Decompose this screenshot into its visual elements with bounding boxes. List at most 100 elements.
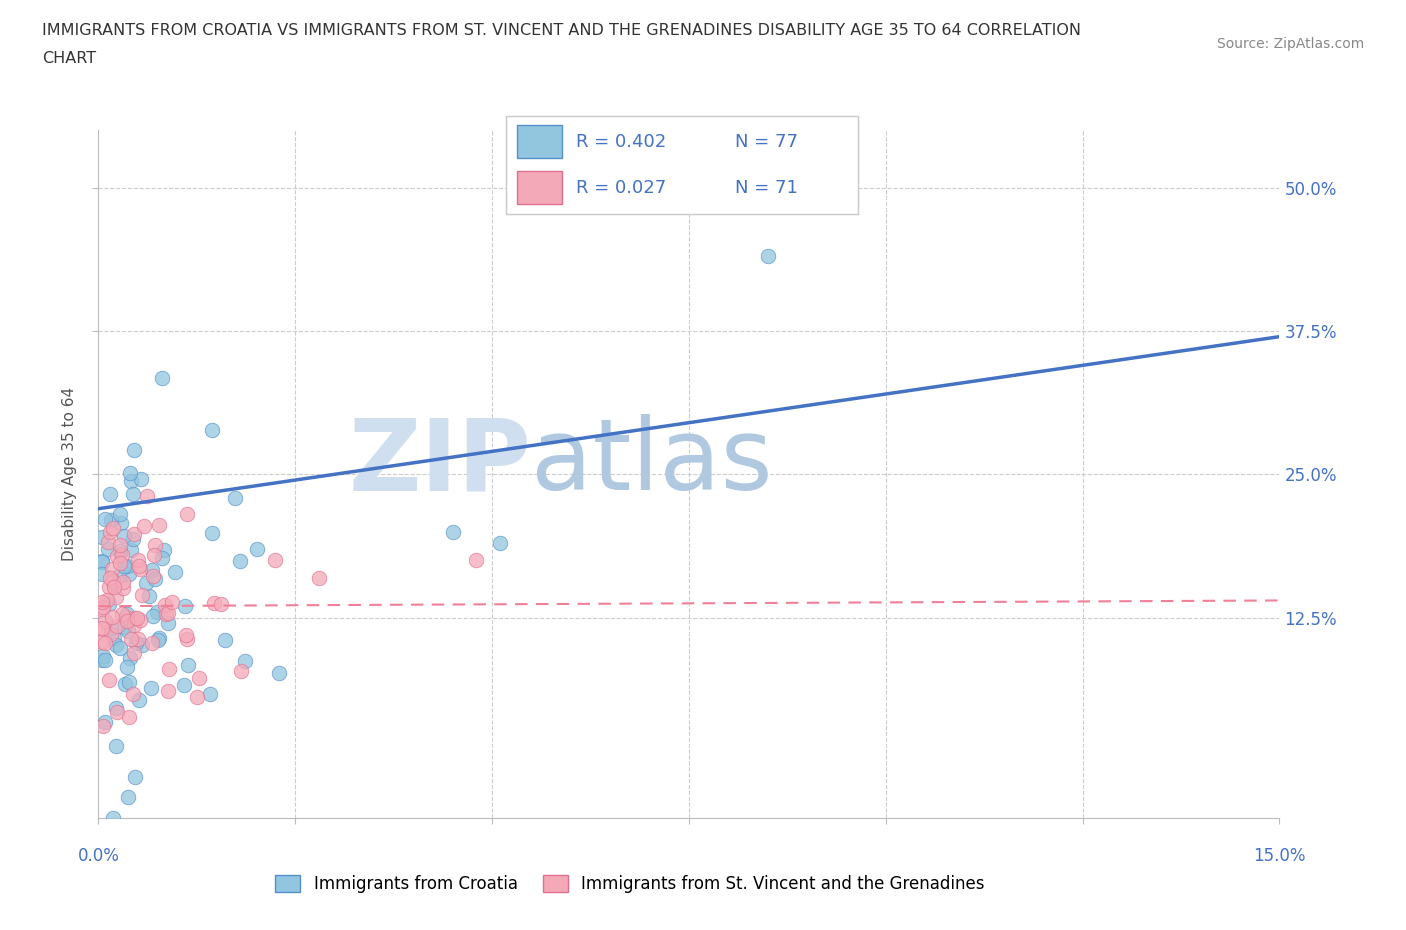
Point [103,811,125,826]
Point [127,552,149,567]
Point [135,575,157,590]
Point [111,575,134,590]
Point [127,631,149,646]
Point [148,631,170,645]
Point [108,555,131,570]
Point [235,654,257,669]
Point [120,631,142,646]
Point [148,517,170,532]
Point [202,596,225,611]
Point [100,627,122,642]
Text: N = 71: N = 71 [734,179,797,196]
Point [308,570,330,585]
Point [143,571,166,586]
Point [105,705,128,720]
Point [110,641,132,656]
Point [100,512,122,527]
Point [112,619,135,634]
Point [91,555,114,570]
Point [267,666,290,681]
Point [162,594,184,609]
Text: 0.0%: 0.0% [77,847,120,865]
Point [98,571,121,586]
Point [141,636,163,651]
Text: 15.0%: 15.0% [1253,847,1306,865]
Point [127,610,149,625]
Point [159,661,181,676]
Point [229,553,252,568]
Point [103,578,125,593]
Point [224,491,246,506]
Point [174,628,197,643]
Point [174,599,197,614]
Point [115,559,138,574]
Point [91,620,114,635]
Text: CHART: CHART [42,51,96,66]
Point [156,684,179,698]
Point [110,506,132,521]
Point [93,613,115,628]
Point [101,609,124,624]
Point [117,623,139,638]
Point [122,532,145,547]
Point [156,616,179,631]
Point [91,719,114,734]
Point [121,687,143,702]
Point [125,636,148,651]
Point [98,597,121,612]
Point [153,543,176,558]
Point [148,632,170,647]
Point [91,602,114,617]
Point [114,677,136,692]
Point [231,664,253,679]
Point [100,620,122,635]
Point [98,525,121,539]
Point [124,770,146,785]
Point [176,631,198,646]
Point [173,678,195,693]
Point [101,574,124,589]
Point [104,590,127,604]
Point [110,607,132,622]
Point [155,597,177,612]
Text: ZIP: ZIP [349,415,531,512]
Point [756,249,779,264]
Point [128,692,150,707]
Point [489,536,512,551]
Point [108,569,131,584]
Point [441,525,464,539]
Point [91,595,114,610]
Text: atlas: atlas [531,415,773,512]
Point [105,618,128,633]
Point [122,487,145,502]
Point [152,371,174,386]
Bar [517,125,562,158]
Point [139,681,162,696]
Point [156,605,179,620]
Point [91,649,114,664]
Point [97,579,120,594]
Point [98,672,121,687]
Point [138,589,160,604]
Point [104,739,127,754]
Point [110,515,132,530]
Point [117,790,139,804]
Point [129,472,152,486]
Point [128,559,150,574]
Point [155,606,177,621]
Point [96,592,118,607]
Point [120,473,142,488]
Point [100,562,122,577]
Point [136,489,159,504]
Point [94,652,117,667]
Point [201,525,224,540]
Point [111,548,134,563]
Point [108,543,131,558]
Point [91,553,114,568]
Point [105,549,128,564]
Point [201,422,224,437]
Point [108,538,131,552]
Point [122,443,145,458]
Point [118,466,141,481]
Point [120,650,142,665]
